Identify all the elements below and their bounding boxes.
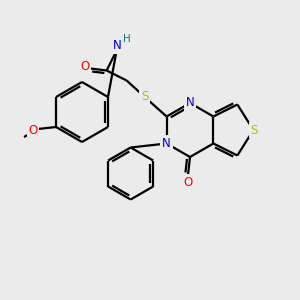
Text: N: N — [186, 97, 194, 110]
Text: O: O — [28, 124, 38, 137]
Text: O: O — [80, 60, 89, 73]
Text: N: N — [162, 137, 171, 150]
Text: H: H — [123, 34, 130, 44]
Text: S: S — [141, 90, 148, 103]
Text: S: S — [251, 124, 258, 136]
Text: O: O — [183, 176, 193, 188]
Text: N: N — [113, 39, 122, 52]
